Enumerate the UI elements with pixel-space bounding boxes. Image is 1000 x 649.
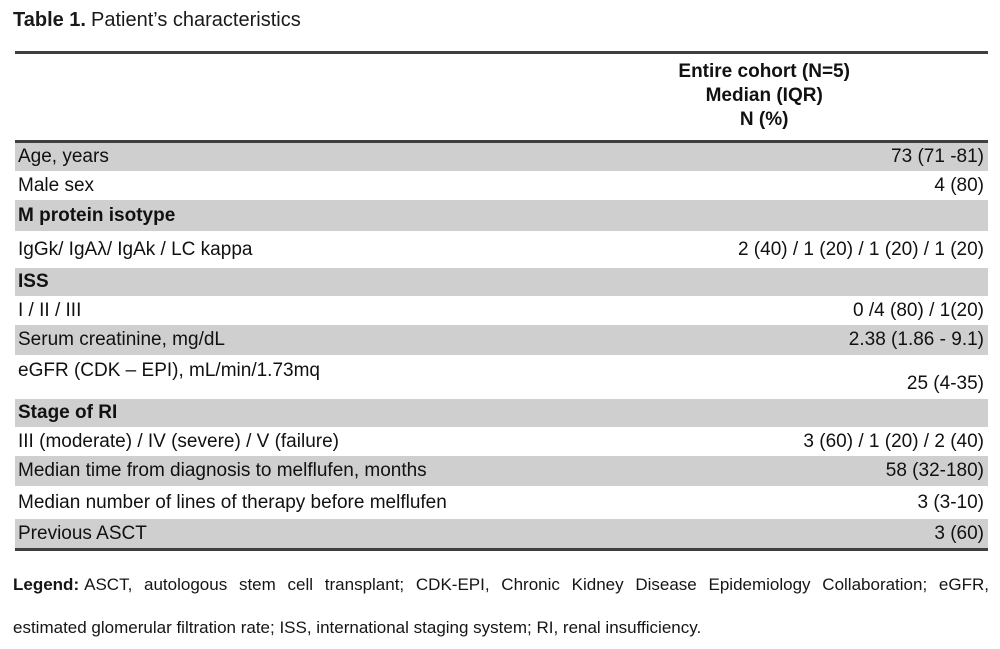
row-value: 2 (40) / 1 (20) / 1 (20) / 1 (20) bbox=[737, 238, 984, 260]
table-title-label: Table 1. bbox=[13, 9, 86, 31]
row-label: ISS bbox=[18, 271, 49, 292]
table-row: Previous ASCT 3 (60) bbox=[15, 519, 988, 548]
table-row: Male sex 4 (80) bbox=[15, 171, 988, 200]
row-label: Age, years bbox=[18, 146, 109, 167]
header-line-n-pct: N (%) bbox=[739, 109, 789, 130]
table-row: IgGk/ IgAλ/ IgAk / LC kappa 2 (40) / 1 (… bbox=[15, 231, 988, 268]
row-label: eGFR (CDK – EPI), mL/min/1.73mq bbox=[18, 360, 320, 381]
row-label: Median time from diagnosis to melflufen,… bbox=[18, 460, 427, 481]
legend-text: ASCT, autologous stem cell transplant; C… bbox=[13, 575, 989, 637]
header-line-median-iqr: Median (IQR) bbox=[705, 85, 823, 106]
table-row: Median number of lines of therapy before… bbox=[15, 486, 988, 519]
table-row: M protein isotype bbox=[15, 200, 988, 231]
table-row: ISS bbox=[15, 268, 988, 296]
row-value: 3 (3-10) bbox=[917, 491, 984, 513]
table-row: I / II / III 0 /4 (80) / 1(20) bbox=[15, 296, 988, 325]
row-value: 2.38 (1.86 - 9.1) bbox=[848, 329, 984, 350]
table-row: Serum creatinine, mg/dL 2.38 (1.86 - 9.1… bbox=[15, 325, 988, 355]
row-label: III (moderate) / IV (severe) / V (failur… bbox=[18, 430, 339, 452]
row-value: 3 (60) / 1 (20) / 2 (40) bbox=[803, 430, 984, 452]
table-body: Age, years 73 (71 -81) Male sex 4 (80) M… bbox=[15, 143, 988, 551]
row-label: Median number of lines of therapy before… bbox=[18, 491, 447, 513]
row-value: 73 (71 -81) bbox=[891, 146, 984, 167]
table-row: Stage of RI bbox=[15, 399, 988, 427]
patient-characteristics-table: Entire cohort (N=5) Median (IQR) N (%) A… bbox=[15, 51, 988, 551]
row-label: IgGk/ IgAλ/ IgAk / LC kappa bbox=[18, 238, 253, 260]
header-line-cohort: Entire cohort (N=5) bbox=[678, 61, 850, 82]
row-label: Serum creatinine, mg/dL bbox=[18, 329, 225, 350]
header-spacer bbox=[15, 60, 540, 132]
row-label: I / II / III bbox=[18, 299, 82, 321]
table-legend: Legend: ASCT, autologous stem cell transp… bbox=[13, 563, 989, 649]
row-label: Stage of RI bbox=[18, 402, 118, 423]
row-label: Male sex bbox=[18, 174, 95, 196]
row-value: 4 (80) bbox=[934, 174, 984, 196]
table-header-row: Entire cohort (N=5) Median (IQR) N (%) bbox=[15, 51, 988, 143]
table-title-text: Patient’s characteristics bbox=[91, 9, 301, 31]
legend-label: Legend: bbox=[13, 575, 80, 594]
table-row: eGFR (CDK – EPI), mL/min/1.73mq 25 (4-35… bbox=[15, 355, 988, 399]
row-label: Previous ASCT bbox=[18, 522, 147, 544]
table-row: Age, years 73 (71 -81) bbox=[15, 143, 988, 171]
row-value: 58 (32-180) bbox=[885, 460, 984, 481]
header-cell: Entire cohort (N=5) Median (IQR) N (%) bbox=[540, 60, 988, 132]
row-value: 25 (4-35) bbox=[906, 373, 984, 394]
table-title: Table 1. Patient’s characteristics bbox=[13, 7, 988, 33]
table-row: III (moderate) / IV (severe) / V (failur… bbox=[15, 427, 988, 456]
row-label: M protein isotype bbox=[18, 204, 176, 226]
row-value: 3 (60) bbox=[934, 522, 984, 544]
table-row: Median time from diagnosis to melflufen,… bbox=[15, 456, 988, 486]
row-value: 0 /4 (80) / 1(20) bbox=[853, 299, 984, 321]
